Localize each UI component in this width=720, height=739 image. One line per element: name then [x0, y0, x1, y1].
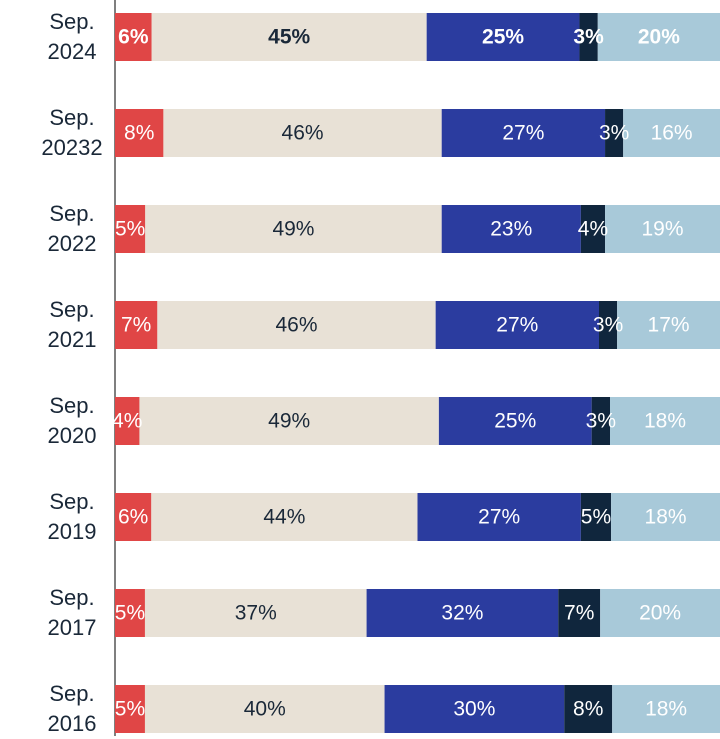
data-label: 23% — [490, 218, 532, 241]
data-label: 5% — [115, 698, 145, 721]
bar-segment — [564, 685, 613, 733]
bar-segment — [115, 205, 146, 253]
bar-segment — [115, 109, 164, 157]
bar-segment — [600, 589, 720, 637]
data-label: 40% — [244, 698, 286, 721]
category-label: Sep. 2020 — [47, 393, 97, 448]
bar-segment — [610, 397, 720, 445]
data-label: 18% — [645, 506, 687, 529]
bar-segment — [579, 13, 598, 61]
data-label: 8% — [573, 698, 603, 721]
data-label: 3% — [586, 410, 616, 433]
bar-segment — [597, 13, 720, 61]
data-label: 8% — [124, 122, 154, 145]
data-label: 27% — [502, 122, 544, 145]
bar-segment — [438, 397, 592, 445]
data-label: 44% — [263, 506, 305, 529]
bar-segment — [115, 685, 145, 733]
data-label: 20% — [638, 26, 680, 49]
bar-segment — [617, 301, 720, 349]
data-label: 4% — [578, 218, 608, 241]
category-label: Sep. 2016 — [47, 681, 97, 736]
data-label: 6% — [118, 26, 149, 49]
data-label: 20% — [639, 602, 681, 625]
bar-segment — [115, 493, 152, 541]
bar-segment — [115, 13, 152, 61]
data-label: 7% — [121, 314, 151, 337]
bar-segment — [623, 109, 720, 157]
data-label: 27% — [478, 506, 520, 529]
bar-segment — [599, 301, 618, 349]
bar-segment — [426, 13, 580, 61]
data-label: 46% — [275, 314, 317, 337]
bar-segment — [611, 493, 720, 541]
bar-segment — [151, 13, 427, 61]
bar-segment — [115, 301, 158, 349]
data-label: 18% — [644, 410, 686, 433]
data-label: 45% — [268, 26, 310, 49]
category-label: Sep. 20232 — [41, 105, 103, 160]
bar-segment — [605, 109, 624, 157]
bar-segment — [612, 685, 720, 733]
bar-segment — [366, 589, 559, 637]
bar-segment — [605, 205, 720, 253]
bar-segment — [441, 109, 606, 157]
bar-segment — [157, 301, 436, 349]
data-label: 30% — [453, 698, 495, 721]
bar-segment — [591, 397, 610, 445]
data-label: 25% — [494, 410, 536, 433]
bar-segment — [435, 301, 599, 349]
bar-segment — [384, 685, 565, 733]
data-label: 4% — [112, 410, 142, 433]
category-label: Sep. 2017 — [47, 585, 97, 640]
data-label: 5% — [581, 506, 611, 529]
category-label: Sep. 2021 — [47, 297, 97, 352]
category-label: Sep. 2019 — [47, 489, 97, 544]
data-label: 37% — [235, 602, 277, 625]
data-label: 16% — [651, 122, 693, 145]
data-label: 25% — [482, 26, 524, 49]
data-label: 49% — [272, 218, 314, 241]
bar-segment — [580, 205, 606, 253]
data-label: 7% — [564, 602, 594, 625]
data-label: 49% — [268, 410, 310, 433]
data-label: 18% — [645, 698, 687, 721]
bar-segment — [163, 109, 442, 157]
bar-segment — [144, 685, 385, 733]
bar-segment — [115, 589, 145, 637]
bar-segment — [558, 589, 601, 637]
data-label: 6% — [118, 506, 148, 529]
data-label: 19% — [642, 218, 684, 241]
data-label: 3% — [573, 26, 604, 49]
bar-segment — [441, 205, 581, 253]
data-label: 27% — [496, 314, 538, 337]
bar-segment — [151, 493, 418, 541]
bar-segment — [145, 205, 442, 253]
data-label: 3% — [599, 122, 629, 145]
category-label: Sep. 2024 — [47, 9, 97, 64]
data-label: 5% — [115, 218, 145, 241]
category-label: Sep. 2022 — [47, 201, 97, 256]
data-label: 5% — [115, 602, 145, 625]
bar-segment — [115, 397, 140, 445]
bar-segment — [144, 589, 367, 637]
data-label: 17% — [648, 314, 690, 337]
bar-segment — [417, 493, 581, 541]
data-label: 46% — [282, 122, 324, 145]
data-label: 32% — [441, 602, 483, 625]
data-label: 3% — [593, 314, 623, 337]
bar-segment — [139, 397, 439, 445]
bar-segment — [580, 493, 612, 541]
